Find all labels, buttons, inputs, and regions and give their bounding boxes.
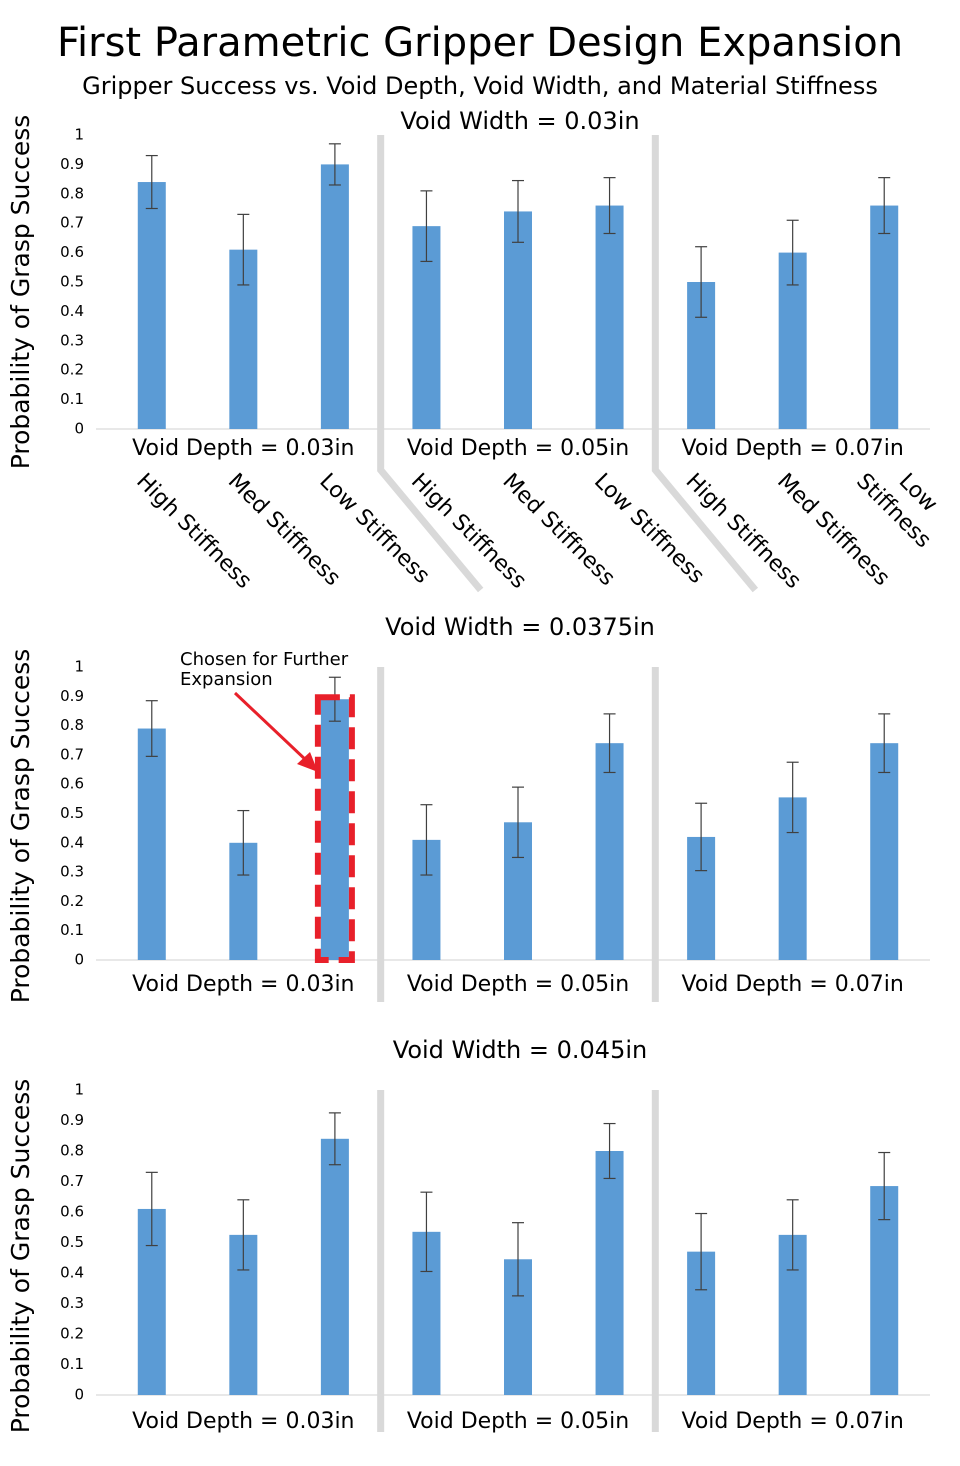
y-tick-label: 0 <box>74 951 84 969</box>
highlight-box <box>314 694 355 963</box>
y-tick-label: 0.1 <box>60 1355 84 1373</box>
bar <box>595 205 624 429</box>
bar <box>870 1186 899 1395</box>
annotation-arrow <box>233 691 310 764</box>
group-label: Void Depth = 0.05in <box>407 972 629 997</box>
bar <box>137 182 166 429</box>
y-tick-label: 0.7 <box>60 745 84 763</box>
y-tick-label: 0.5 <box>60 804 84 822</box>
figure-title: First Parametric Gripper Design Expansio… <box>57 20 903 66</box>
y-tick-label: 0.8 <box>60 716 84 734</box>
bar <box>504 211 532 429</box>
y-tick-label: 0.3 <box>60 331 84 349</box>
y-tick-label: 0.3 <box>60 1294 84 1312</box>
bar <box>320 699 349 960</box>
y-tick-label: 0.4 <box>60 833 84 851</box>
y-tick-label: 0.1 <box>60 921 84 939</box>
y-tick-label: 0.7 <box>60 1172 84 1190</box>
group-label: Void Depth = 0.03in <box>132 436 354 461</box>
y-tick-label: 0.6 <box>60 775 84 793</box>
y-tick-label: 0.6 <box>60 243 84 261</box>
y-tick-label: 1 <box>74 658 84 676</box>
chart-title: Void Width = 0.0375in <box>385 613 655 641</box>
y-tick-label: 0.8 <box>60 184 84 202</box>
y-tick-label: 1 <box>74 126 84 144</box>
y-axis-label: Probability of Grasp Success <box>6 1079 35 1434</box>
group-label: Void Depth = 0.03in <box>132 1409 354 1434</box>
group-label: Void Depth = 0.07in <box>681 972 903 997</box>
bar <box>595 1151 624 1395</box>
bar <box>137 728 166 960</box>
y-tick-label: 1 <box>74 1081 84 1099</box>
annotation-text: Chosen for Further <box>180 649 349 670</box>
annotation-arrowhead <box>297 752 318 772</box>
bar <box>870 205 899 429</box>
y-tick-label: 0.2 <box>60 361 84 379</box>
chart-title: Void Width = 0.03in <box>400 107 639 135</box>
y-tick-label: 0.4 <box>60 1264 84 1282</box>
y-axis-label: Probability of Grasp Success <box>6 649 35 1004</box>
y-tick-label: 0 <box>74 420 84 438</box>
y-tick-label: 0.4 <box>60 302 84 320</box>
group-label: Void Depth = 0.07in <box>681 436 903 461</box>
bar <box>320 1138 349 1395</box>
y-tick-label: 0.9 <box>60 1111 84 1129</box>
group-label: Void Depth = 0.05in <box>407 436 629 461</box>
bar <box>320 164 349 429</box>
y-tick-label: 0.3 <box>60 863 84 881</box>
y-tick-label: 0.6 <box>60 1203 84 1221</box>
group-label: Void Depth = 0.03in <box>132 972 354 997</box>
y-tick-label: 0.7 <box>60 214 84 232</box>
annotation-text: Expansion <box>180 669 273 690</box>
bar <box>870 743 899 960</box>
group-separator <box>377 135 484 593</box>
group-separator <box>651 135 759 593</box>
group-label: Void Depth = 0.05in <box>407 1409 629 1434</box>
bar <box>595 743 624 960</box>
x-tick-label: Low Stiffness <box>851 448 957 554</box>
y-tick-label: 0.1 <box>60 390 84 408</box>
y-tick-label: 0.8 <box>60 1142 84 1160</box>
y-tick-label: 0.9 <box>60 687 84 705</box>
y-axis-label: Probability of Grasp Success <box>6 115 35 470</box>
chart-title: Void Width = 0.045in <box>393 1036 647 1064</box>
y-tick-label: 0.2 <box>60 1325 84 1343</box>
y-tick-label: 0 <box>74 1386 84 1404</box>
group-label: Void Depth = 0.07in <box>681 1409 903 1434</box>
y-tick-label: 0.5 <box>60 273 84 291</box>
figure-subtitle: Gripper Success vs. Void Depth, Void Wid… <box>82 72 878 100</box>
y-tick-label: 0.5 <box>60 1233 84 1251</box>
y-tick-label: 0.2 <box>60 892 84 910</box>
y-tick-label: 0.9 <box>60 155 84 173</box>
